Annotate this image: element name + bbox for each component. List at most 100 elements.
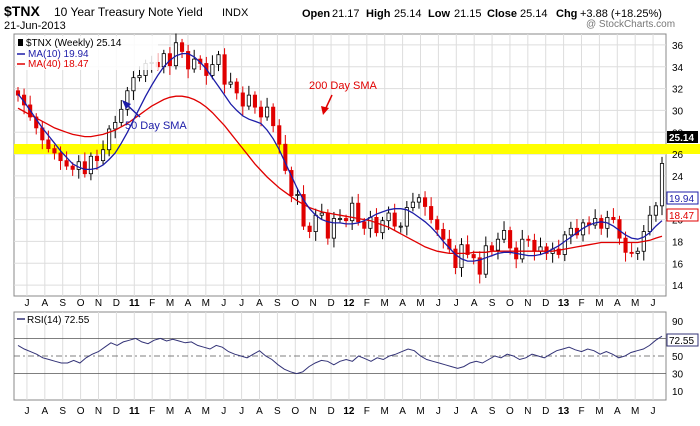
price-candles: [15, 33, 665, 284]
candle-body: [392, 212, 397, 227]
rsi-x-tick-label: D: [327, 406, 334, 417]
candle-body: [556, 248, 561, 255]
candle-body: [344, 218, 349, 222]
rsi-x-tick-label: O: [291, 406, 299, 417]
candle-body: [331, 218, 336, 239]
candle-body: [477, 257, 482, 275]
candle-body: [289, 170, 294, 196]
rsi-y-tick-label: 10: [672, 387, 684, 398]
security-name: 10 Year Treasury Note Yield: [54, 5, 203, 19]
candle-body: [64, 160, 69, 167]
candle-body: [568, 227, 573, 236]
price-y-tick-label: 34: [672, 63, 684, 74]
rsi-x-tick-label: M: [381, 406, 389, 417]
price-x-tick-label: A: [399, 298, 406, 309]
candle-body: [386, 212, 391, 222]
price-x-tick-label: J: [239, 298, 244, 309]
candle-body: [489, 245, 494, 251]
chg-value: +3.88 (+18.25%): [580, 8, 662, 20]
candle-body: [222, 54, 227, 85]
candle-body: [611, 216, 616, 220]
candle-body: [186, 51, 191, 70]
legend-price: $TNX (Weekly) 25.14: [26, 38, 122, 49]
price-x-tick-label: N: [524, 298, 531, 309]
candle-body: [532, 239, 537, 252]
candle-body: [362, 221, 367, 229]
price-x-tick-label: M: [416, 298, 424, 309]
rsi-x-tick-label: A: [185, 406, 192, 417]
candle-body: [192, 58, 197, 70]
candle-body: [301, 194, 306, 227]
price-x-tick-label: F: [149, 298, 155, 309]
price-x-tick-label: 13: [558, 298, 570, 309]
candle-body: [319, 212, 324, 216]
candle-body: [313, 214, 318, 232]
candle-body: [271, 106, 276, 127]
rsi-legend-box: [16, 313, 92, 325]
rsi-x-tick-label: M: [595, 406, 603, 417]
price-x-tick-label: O: [291, 298, 299, 309]
price-x-tick-label: N: [310, 298, 317, 309]
candle-body: [471, 254, 476, 259]
candle-body: [173, 42, 179, 67]
price-x-tick-label: A: [41, 298, 48, 309]
candle-body: [410, 201, 415, 208]
rsi-x-tick-label: F: [364, 406, 370, 417]
rsi-y-tick-label: 30: [672, 370, 684, 381]
candle-body: [137, 75, 142, 79]
rsi-y-tick-label: 90: [672, 317, 684, 328]
rsi-x-tick-label: A: [41, 406, 48, 417]
candle-body: [429, 206, 434, 220]
candle-body: [125, 90, 130, 110]
rsi-x-tick-label: M: [202, 406, 210, 417]
legend-box: [16, 36, 158, 70]
candle-body: [82, 161, 87, 175]
rsi-x-tick-label: 12: [343, 406, 355, 417]
price-x-tick-label: M: [202, 298, 210, 309]
rsi-line: [17, 335, 663, 375]
rsi-x-axis: J A S O N D 11 F M A M J J A S O N D 12 F M A M J J A S O N D 13 F M A M J: [24, 406, 655, 417]
price-y-tick-label: 26: [672, 150, 684, 161]
rsi-x-tick-label: D: [542, 406, 549, 417]
candle-body: [495, 238, 501, 251]
candle-body: [599, 218, 604, 229]
rsi-grid: [14, 312, 666, 400]
annotation-200-day-arrowhead: [321, 106, 329, 115]
price-x-tick-label: N: [95, 298, 102, 309]
price-x-tick-label: J: [221, 298, 226, 309]
price-x-tick-label: A: [256, 298, 263, 309]
candle-body: [240, 92, 245, 107]
price-x-tick-label: 11: [129, 298, 140, 309]
candle-body: [94, 155, 100, 162]
candle-body: [58, 152, 63, 162]
candle-body: [265, 106, 270, 118]
rsi-x-tick-label: J: [436, 406, 441, 417]
price-y-tick-label: 14: [672, 281, 684, 292]
price-y-tick-label: 36: [672, 41, 684, 52]
price-x-tick-label: D: [113, 298, 120, 309]
annotation-50-day-sma: 50 Day SMA: [125, 120, 187, 132]
price-x-tick-label: D: [327, 298, 334, 309]
price-y-tick-label: 16: [672, 259, 684, 270]
rsi-x-tick-label: J: [454, 406, 459, 417]
high-value: 25.14: [394, 8, 422, 20]
candle-body: [350, 202, 355, 222]
symbol-title: $TNX: [4, 3, 40, 19]
legend-price-swatch: [18, 39, 23, 46]
price-x-tick-label: A: [185, 298, 192, 309]
candle-body: [131, 77, 136, 92]
candle-body: [562, 234, 567, 255]
candle-body: [70, 165, 75, 170]
rsi-x-tick-label: A: [399, 406, 406, 417]
low-value: 21.15: [454, 8, 482, 20]
rsi-x-tick-label: 13: [558, 406, 570, 417]
candle-body: [337, 218, 343, 220]
price-x-tick-label: D: [542, 298, 549, 309]
high-label: High: [366, 8, 391, 20]
candle-body: [635, 250, 640, 254]
candle-body: [113, 122, 118, 130]
rsi-x-tick-label: J: [239, 406, 244, 417]
price-x-tick-label: M: [381, 298, 389, 309]
rsi-x-tick-label: O: [77, 406, 85, 417]
candle-body: [374, 216, 379, 234]
